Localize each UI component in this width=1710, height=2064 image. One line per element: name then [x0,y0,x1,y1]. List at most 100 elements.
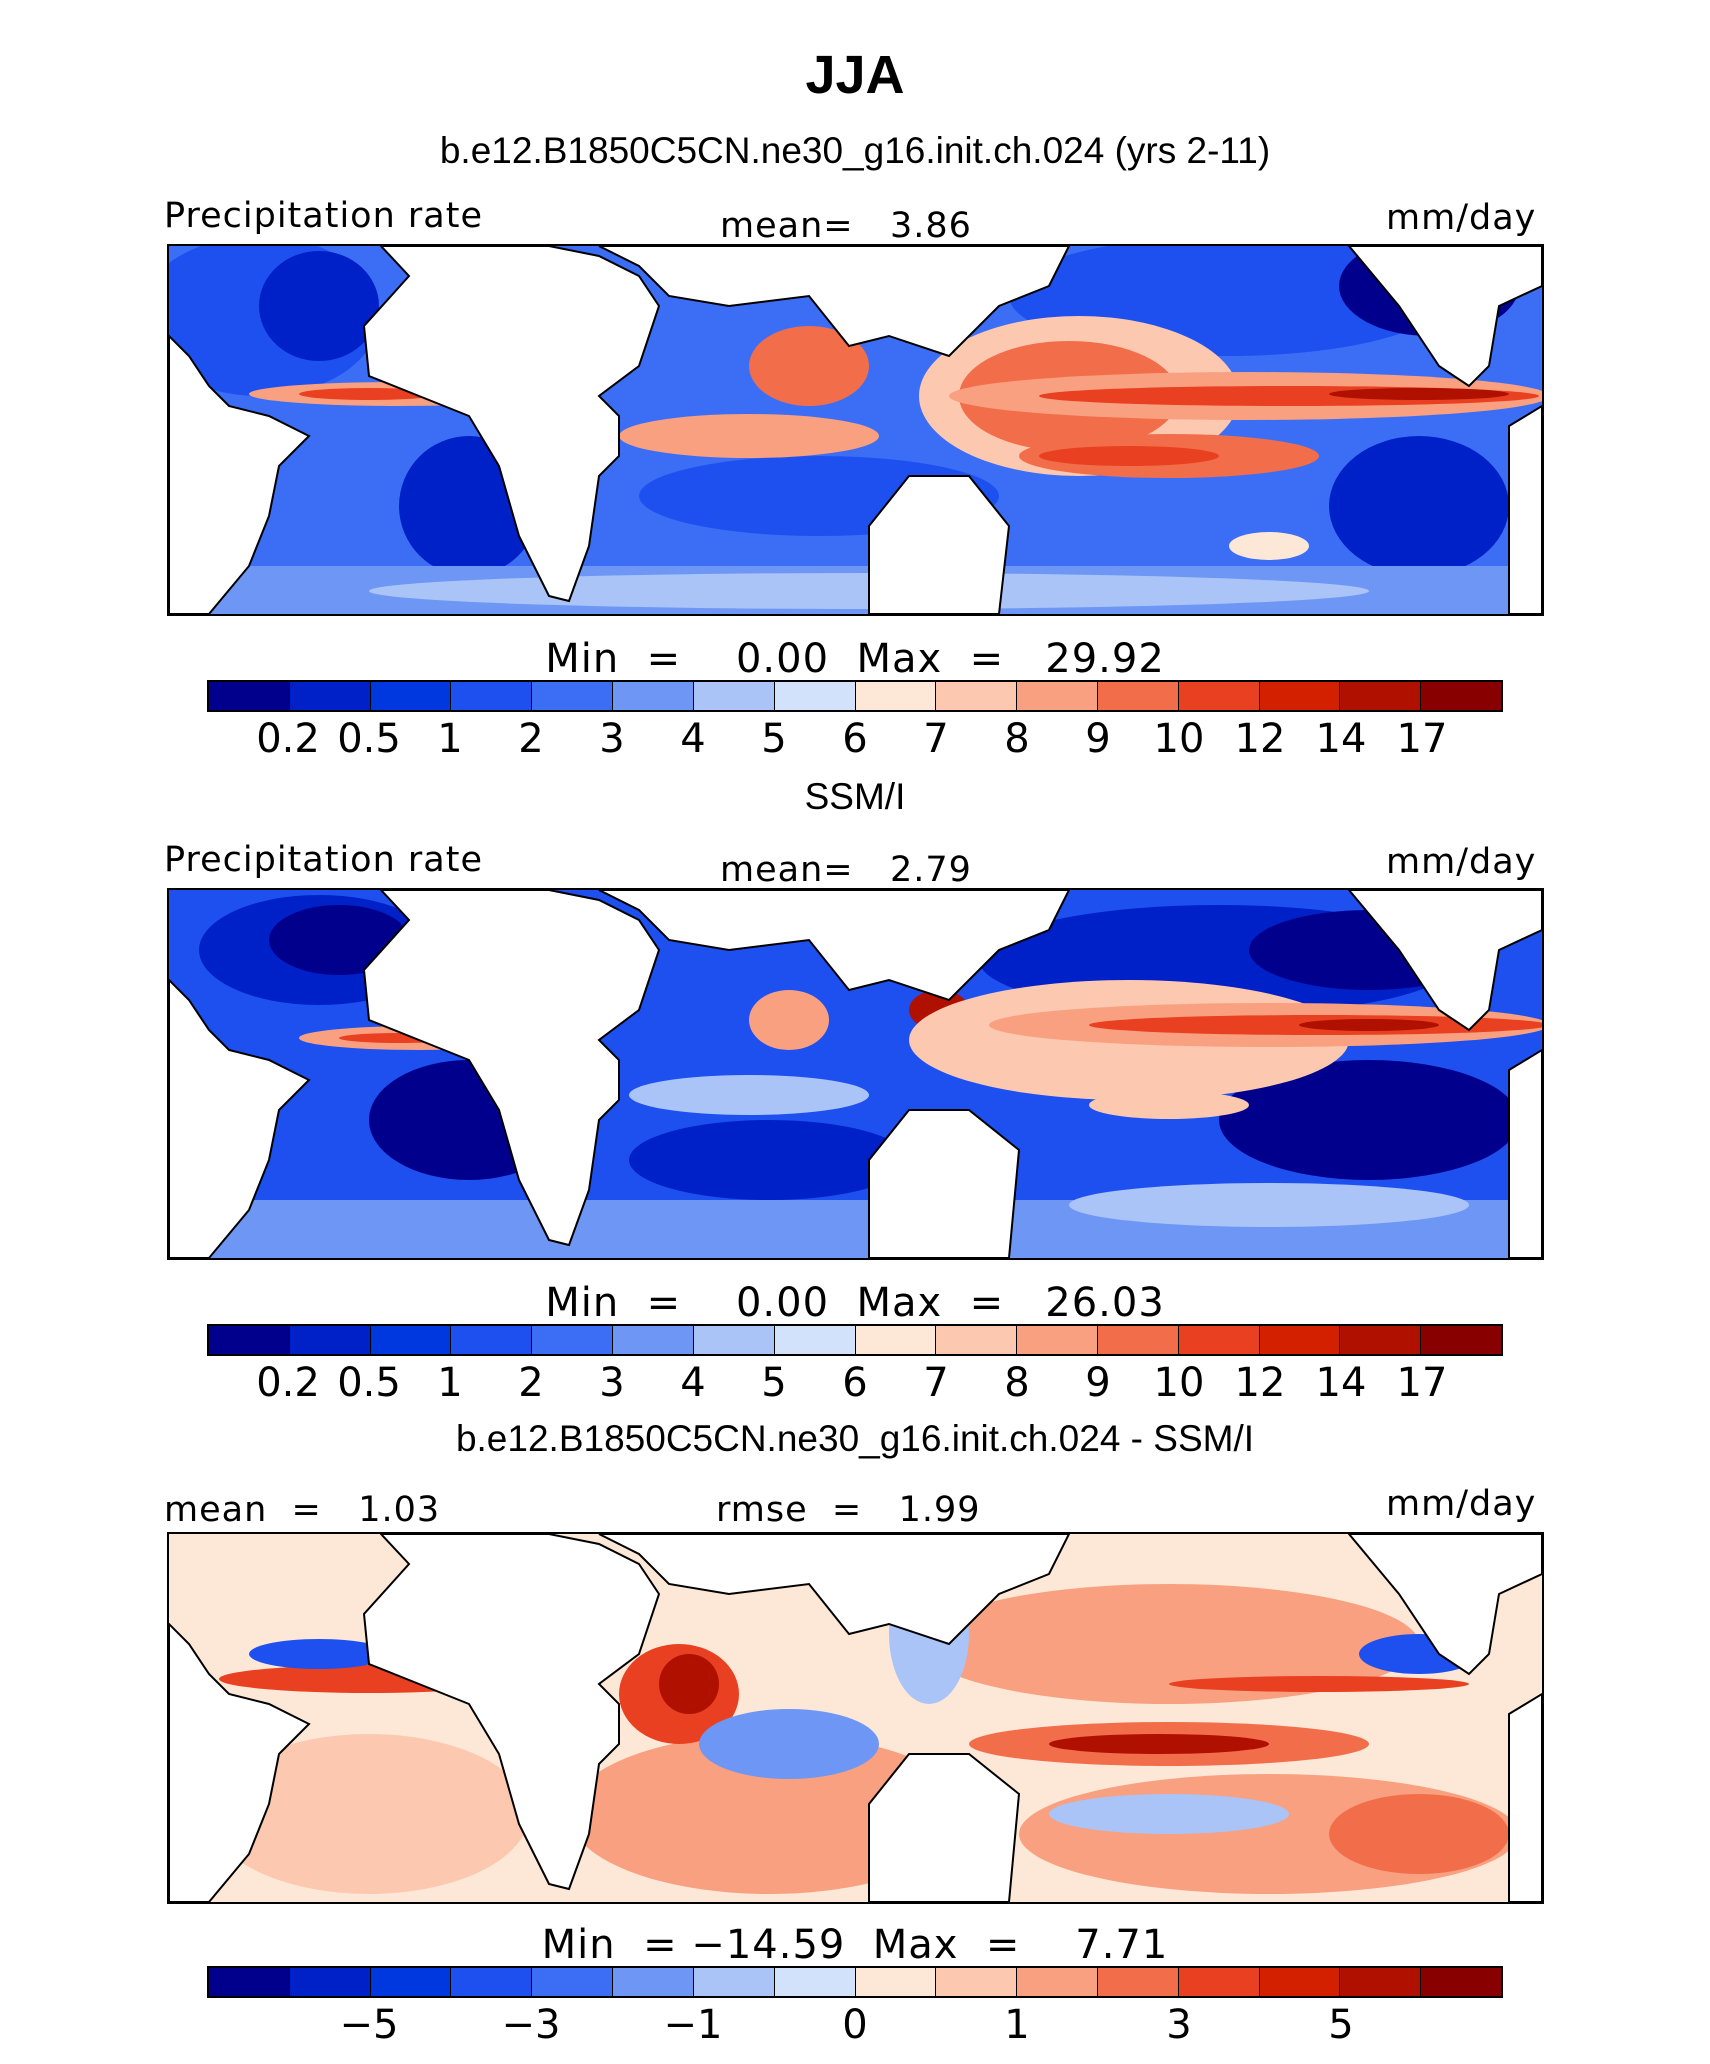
panel-2-minmax: Min = 0.00 Max = 26.03 [545,1280,1165,1326]
colorbar-swatch [613,682,694,710]
colorbar-swatch [693,1968,775,1996]
colorbar-tick-label: −5 [339,2002,399,2048]
colorbar-swatch [1259,1968,1341,1996]
colorbar-tick-label: 0.2 [256,1360,320,1406]
colorbar-tick-label: 3 [1166,2002,1192,2048]
colorbar-tick-label: 5 [761,716,787,762]
colorbar-tick-label: 5 [761,1360,787,1406]
colorbar-swatch [693,682,775,710]
colorbar-tick-label: 6 [842,1360,868,1406]
colorbar-swatch [1017,682,1098,710]
panel-1-colorbar-ticks: 0.2 0.5 1 2 3 4 5 6 7 8 9 10 12 14 17 [207,716,1503,764]
colorbar-swatch [1421,1968,1501,1996]
panel-2-map [167,888,1544,1260]
panel-2-colorbar-ticks: 0.2 0.5 1 2 3 4 5 6 7 8 9 10 12 14 17 [207,1360,1503,1408]
colorbar-swatch [774,1326,856,1354]
colorbar-swatch [1017,1326,1098,1354]
colorbar-swatch [209,682,290,710]
panel-3-minmax: Min = −14.59 Max = 7.71 [541,1922,1169,1968]
panel-1-mean-label: mean= 3.86 [720,206,972,246]
panel-1-map-plot [169,246,1542,614]
colorbar-swatch [1017,1968,1098,1996]
panel-1-colorbar [207,680,1503,712]
colorbar-tick-label: 1 [437,716,463,762]
colorbar-swatch [532,1968,614,1996]
colorbar-swatch [1178,1968,1260,1996]
colorbar-tick-label: −1 [663,2002,723,2048]
colorbar-tick-label: −3 [501,2002,561,2048]
colorbar-swatch [613,1326,694,1354]
colorbar-swatch [855,1326,937,1354]
colorbar-tick-label: 2 [518,1360,544,1406]
colorbar-swatch [1340,682,1422,710]
colorbar-swatch [855,1968,937,1996]
panel-1-title: b.e12.B1850C5CN.ne30_g16.init.ch.024 (yr… [439,130,1271,171]
colorbar-tick-label: 0.2 [256,716,320,762]
colorbar-tick-label: 3 [599,716,625,762]
colorbar-tick-label: 14 [1315,1360,1367,1406]
figure-title: JJA [805,45,905,105]
colorbar-swatch [532,682,614,710]
colorbar-swatch [1421,682,1501,710]
panel-3-map-plot [169,1534,1542,1902]
colorbar-tick-label: 1 [437,1360,463,1406]
panel-3-colorbar-ticks: −5 −3 −1 0 1 3 5 [207,2002,1503,2050]
colorbar-swatch [1097,1968,1179,1996]
colorbar-swatch [1178,1326,1260,1354]
colorbar-tick-label: 9 [1085,1360,1111,1406]
colorbar-swatch [1340,1326,1422,1354]
panel-2-map-plot [169,890,1542,1258]
colorbar-tick-label: 8 [1004,1360,1030,1406]
colorbar-tick-label: 3 [599,1360,625,1406]
panel-3-mean-label: mean = 1.03 [164,1490,441,1530]
colorbar-swatch [289,1326,371,1354]
colorbar-tick-label: 7 [923,1360,949,1406]
colorbar-tick-label: 4 [680,1360,706,1406]
panel-2-units-label: mm/day [1386,842,1537,882]
colorbar-tick-label: 8 [1004,716,1030,762]
colorbar-swatch [1259,1326,1341,1354]
colorbar-tick-label: 12 [1234,716,1286,762]
panel-3-map [167,1532,1544,1904]
panel-3-colorbar [207,1966,1503,1998]
colorbar-tick-label: 7 [923,716,949,762]
colorbar-swatch [209,1326,290,1354]
panel-2-colorbar [207,1324,1503,1356]
colorbar-swatch [1421,1326,1501,1354]
colorbar-swatch [1178,682,1260,710]
colorbar-swatch [209,1968,290,1996]
colorbar-tick-label: 0.5 [337,716,401,762]
colorbar-swatch [936,1326,1018,1354]
colorbar-swatch [693,1326,775,1354]
colorbar-swatch [774,682,856,710]
colorbar-tick-label: 17 [1396,716,1448,762]
colorbar-tick-label: 17 [1396,1360,1448,1406]
colorbar-tick-label: 4 [680,716,706,762]
panel-2-title: SSM/I [804,776,906,817]
colorbar-swatch [451,1968,533,1996]
panel-3-rmse-label: rmse = 1.99 [716,1490,981,1530]
colorbar-swatch [855,682,937,710]
panel-2-variable-label: Precipitation rate [164,840,483,880]
colorbar-swatch [289,1968,371,1996]
panel-1-minmax: Min = 0.00 Max = 29.92 [545,636,1165,682]
panel-3-units-label: mm/day [1386,1484,1537,1524]
colorbar-swatch [936,682,1018,710]
panel-1-variable-label: Precipitation rate [164,196,483,236]
colorbar-tick-label: 1 [1004,2002,1030,2048]
colorbar-swatch [370,1968,452,1996]
colorbar-swatch [451,682,533,710]
colorbar-swatch [1097,682,1179,710]
colorbar-tick-label: 0.5 [337,1360,401,1406]
colorbar-tick-label: 10 [1153,716,1205,762]
colorbar-swatch [370,1326,452,1354]
colorbar-swatch [289,682,371,710]
colorbar-swatch [1259,682,1341,710]
colorbar-swatch [774,1968,856,1996]
colorbar-tick-label: 14 [1315,716,1367,762]
colorbar-tick-label: 10 [1153,1360,1205,1406]
colorbar-swatch [1097,1326,1179,1354]
colorbar-swatch [370,682,452,710]
colorbar-tick-label: 9 [1085,716,1111,762]
panel-2-mean-label: mean= 2.79 [720,850,972,890]
